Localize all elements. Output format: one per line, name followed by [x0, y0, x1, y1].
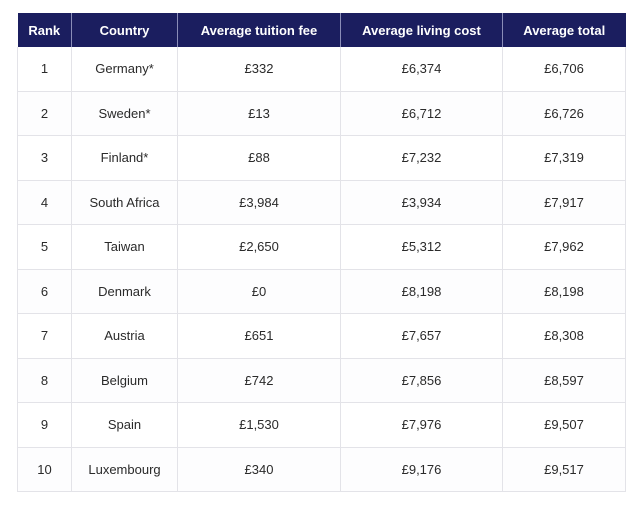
header-country: Country — [72, 13, 178, 47]
cell-country: Luxembourg — [72, 447, 178, 492]
header-average-tuition-fee: Average tuition fee — [178, 13, 341, 47]
cell-living-cost: £8,198 — [341, 269, 503, 314]
cell-living-cost: £6,374 — [341, 47, 503, 91]
header-rank: Rank — [18, 13, 72, 47]
cell-tuition: £13 — [178, 91, 341, 136]
cell-living-cost: £7,856 — [341, 358, 503, 403]
cell-tuition: £2,650 — [178, 225, 341, 270]
table-row: 4 South Africa £3,984 £3,934 £7,917 — [18, 180, 626, 225]
cell-living-cost: £6,712 — [341, 91, 503, 136]
cell-rank: 9 — [18, 403, 72, 448]
header-average-living-cost: Average living cost — [341, 13, 503, 47]
cell-rank: 10 — [18, 447, 72, 492]
header-row: Rank Country Average tuition fee Average… — [18, 13, 626, 47]
cell-living-cost: £7,976 — [341, 403, 503, 448]
table-row: 6 Denmark £0 £8,198 £8,198 — [18, 269, 626, 314]
table-row: 2 Sweden* £13 £6,712 £6,726 — [18, 91, 626, 136]
cell-country: Taiwan — [72, 225, 178, 270]
cell-country: Sweden* — [72, 91, 178, 136]
cell-country: Austria — [72, 314, 178, 359]
cell-tuition: £3,984 — [178, 180, 341, 225]
cell-living-cost: £7,657 — [341, 314, 503, 359]
table-row: 8 Belgium £742 £7,856 £8,597 — [18, 358, 626, 403]
cell-country: Belgium — [72, 358, 178, 403]
cell-rank: 8 — [18, 358, 72, 403]
table-row: 5 Taiwan £2,650 £5,312 £7,962 — [18, 225, 626, 270]
table-row: 9 Spain £1,530 £7,976 £9,507 — [18, 403, 626, 448]
cell-rank: 7 — [18, 314, 72, 359]
cell-total: £8,198 — [503, 269, 626, 314]
table-header: Rank Country Average tuition fee Average… — [18, 13, 626, 47]
cell-total: £8,308 — [503, 314, 626, 359]
cell-tuition: £742 — [178, 358, 341, 403]
cell-living-cost: £5,312 — [341, 225, 503, 270]
cell-country: Finland* — [72, 136, 178, 181]
cell-country: Germany* — [72, 47, 178, 91]
table-row: 3 Finland* £88 £7,232 £7,319 — [18, 136, 626, 181]
cell-rank: 6 — [18, 269, 72, 314]
cell-country: Spain — [72, 403, 178, 448]
cost-comparison-table-container: Rank Country Average tuition fee Average… — [17, 13, 625, 492]
cell-rank: 5 — [18, 225, 72, 270]
cell-total: £6,706 — [503, 47, 626, 91]
cell-tuition: £340 — [178, 447, 341, 492]
cell-living-cost: £9,176 — [341, 447, 503, 492]
table-body: 1 Germany* £332 £6,374 £6,706 2 Sweden* … — [18, 47, 626, 492]
header-average-total: Average total — [503, 13, 626, 47]
cell-tuition: £1,530 — [178, 403, 341, 448]
cell-tuition: £651 — [178, 314, 341, 359]
cell-total: £7,917 — [503, 180, 626, 225]
table-row: 1 Germany* £332 £6,374 £6,706 — [18, 47, 626, 91]
cell-total: £6,726 — [503, 91, 626, 136]
cell-rank: 2 — [18, 91, 72, 136]
cell-living-cost: £3,934 — [341, 180, 503, 225]
cell-total: £9,507 — [503, 403, 626, 448]
cell-rank: 3 — [18, 136, 72, 181]
cell-total: £8,597 — [503, 358, 626, 403]
table-row: 10 Luxembourg £340 £9,176 £9,517 — [18, 447, 626, 492]
cell-rank: 4 — [18, 180, 72, 225]
cell-country: South Africa — [72, 180, 178, 225]
cell-total: £9,517 — [503, 447, 626, 492]
cell-tuition: £88 — [178, 136, 341, 181]
cell-total: £7,319 — [503, 136, 626, 181]
cell-living-cost: £7,232 — [341, 136, 503, 181]
cell-rank: 1 — [18, 47, 72, 91]
cell-tuition: £0 — [178, 269, 341, 314]
table-row: 7 Austria £651 £7,657 £8,308 — [18, 314, 626, 359]
cell-country: Denmark — [72, 269, 178, 314]
cell-tuition: £332 — [178, 47, 341, 91]
cell-total: £7,962 — [503, 225, 626, 270]
cost-comparison-table: Rank Country Average tuition fee Average… — [17, 13, 626, 492]
